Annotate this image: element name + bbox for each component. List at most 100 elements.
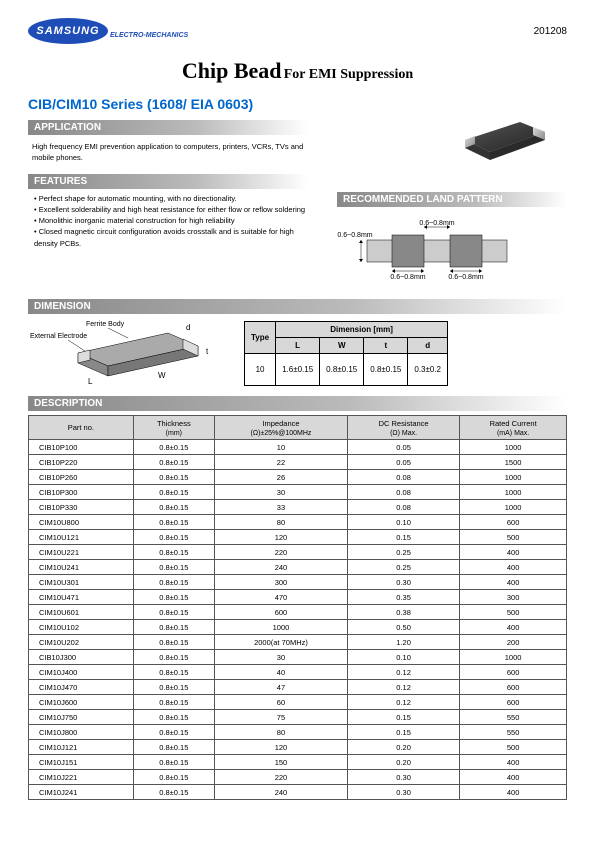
table-row: CIM10J4700.8±0.15470.12600 [29, 680, 567, 695]
svg-text:Ferrite Body: Ferrite Body [86, 321, 125, 328]
table-cell: CIB10P330 [29, 500, 134, 515]
table-cell: 0.08 [347, 500, 459, 515]
table-row: CIB10P2200.8±0.15220.051500 [29, 455, 567, 470]
title-sub: For EMI Suppression [284, 67, 413, 82]
section-dimension: DIMENSION [28, 299, 567, 314]
col-impedance: Impedance(Ω)±25%@100MHz [214, 416, 347, 440]
table-cell: 0.8±0.15 [133, 755, 214, 770]
table-cell: 0.12 [347, 680, 459, 695]
dim-head: Dimension [mm] [276, 321, 448, 337]
table-cell: CIM10U221 [29, 545, 134, 560]
table-cell: 10 [214, 440, 347, 455]
table-cell: 1000 [460, 470, 567, 485]
table-row: CIM10J2410.8±0.152400.30400 [29, 785, 567, 800]
table-cell: 0.15 [347, 710, 459, 725]
table-cell: 47 [214, 680, 347, 695]
chip-image [445, 110, 555, 165]
table-cell: CIM10J400 [29, 665, 134, 680]
table-cell: 600 [214, 605, 347, 620]
svg-text:0.6~0.8mm: 0.6~0.8mm [419, 220, 454, 227]
table-row: CIM10J1510.8±0.151500.20400 [29, 755, 567, 770]
table-cell: 120 [214, 740, 347, 755]
table-cell: 300 [214, 575, 347, 590]
table-row: CIB10P1000.8±0.15100.051000 [29, 440, 567, 455]
table-cell: 0.8±0.15 [133, 455, 214, 470]
table-cell: 0.30 [347, 770, 459, 785]
table-cell: 0.8±0.15 [133, 770, 214, 785]
table-row: CIM10J6000.8±0.15600.12600 [29, 695, 567, 710]
dimension-diagram: Ferrite Body External Electrode L W t d [28, 318, 228, 388]
table-cell: 0.8±0.15 [133, 515, 214, 530]
table-cell: 0.20 [347, 740, 459, 755]
table-cell: 120 [214, 530, 347, 545]
table-cell: 0.8±0.15 [133, 785, 214, 800]
table-row: CIM10J7500.8±0.15750.15550 [29, 710, 567, 725]
table-cell: CIM10J221 [29, 770, 134, 785]
dim-col: t [364, 337, 408, 353]
table-cell: 200 [460, 635, 567, 650]
section-application: APPLICATION [28, 120, 308, 135]
table-cell: 600 [460, 665, 567, 680]
feature-item: Monolithic inorganic material constructi… [34, 215, 317, 226]
table-cell: 0.8±0.15 [133, 665, 214, 680]
table-row: CIM10U3010.8±0.153000.30400 [29, 575, 567, 590]
table-cell: 550 [460, 710, 567, 725]
table-cell: CIM10U601 [29, 605, 134, 620]
table-row: CIM10U1020.8±0.1510000.50400 [29, 620, 567, 635]
table-cell: 0.8±0.15 [133, 485, 214, 500]
table-cell: 0.8±0.15 [133, 590, 214, 605]
table-cell: 0.50 [347, 620, 459, 635]
col-part: Part no. [29, 416, 134, 440]
table-cell: 0.15 [347, 725, 459, 740]
table-cell: 600 [460, 515, 567, 530]
table-row: CIM10U6010.8±0.156000.38500 [29, 605, 567, 620]
table-cell: 75 [214, 710, 347, 725]
table-cell: 60 [214, 695, 347, 710]
table-cell: CIM10J121 [29, 740, 134, 755]
table-cell: 550 [460, 725, 567, 740]
table-cell: 500 [460, 740, 567, 755]
table-cell: 0.30 [347, 575, 459, 590]
title-main: Chip Bead [182, 58, 282, 83]
table-cell: 500 [460, 530, 567, 545]
table-row: CIB10J3000.8±0.15300.101000 [29, 650, 567, 665]
dim-type-val: 10 [245, 353, 276, 385]
table-row: CIM10U1210.8±0.151200.15500 [29, 530, 567, 545]
table-cell: 33 [214, 500, 347, 515]
document-date: 201208 [534, 26, 567, 37]
table-cell: 220 [214, 770, 347, 785]
svg-text:t: t [206, 347, 209, 356]
table-cell: 0.8±0.15 [133, 500, 214, 515]
table-cell: 400 [460, 560, 567, 575]
table-cell: 470 [214, 590, 347, 605]
table-cell: 600 [460, 695, 567, 710]
dim-col: W [320, 337, 364, 353]
table-row: CIB10P3000.8±0.15300.081000 [29, 485, 567, 500]
table-cell: 0.12 [347, 665, 459, 680]
table-cell: 0.8±0.15 [133, 710, 214, 725]
dim-val: 0.8±0.15 [364, 353, 408, 385]
table-cell: 0.38 [347, 605, 459, 620]
table-cell: 0.8±0.15 [133, 620, 214, 635]
table-cell: 0.8±0.15 [133, 740, 214, 755]
table-cell: 0.05 [347, 455, 459, 470]
svg-text:0.6~0.8mm: 0.6~0.8mm [390, 274, 425, 281]
table-cell: CIM10U241 [29, 560, 134, 575]
table-cell: CIB10J300 [29, 650, 134, 665]
table-cell: 1000 [460, 650, 567, 665]
table-cell: CIB10P260 [29, 470, 134, 485]
table-cell: CIM10J750 [29, 710, 134, 725]
table-cell: CIB10P100 [29, 440, 134, 455]
table-cell: CIM10J470 [29, 680, 134, 695]
table-cell: 0.8±0.15 [133, 725, 214, 740]
table-cell: 0.08 [347, 485, 459, 500]
table-row: CIM10U2210.8±0.152200.25400 [29, 545, 567, 560]
description-table: Part no. Thickness(mm) Impedance(Ω)±25%@… [28, 415, 567, 800]
table-cell: 0.8±0.15 [133, 695, 214, 710]
table-cell: 0.25 [347, 545, 459, 560]
dim-type-head: Type [245, 321, 276, 353]
table-cell: 0.8±0.15 [133, 560, 214, 575]
table-cell: 600 [460, 680, 567, 695]
table-row: CIM10J1210.8±0.151200.20500 [29, 740, 567, 755]
samsung-logo: SAMSUNG [28, 18, 108, 44]
